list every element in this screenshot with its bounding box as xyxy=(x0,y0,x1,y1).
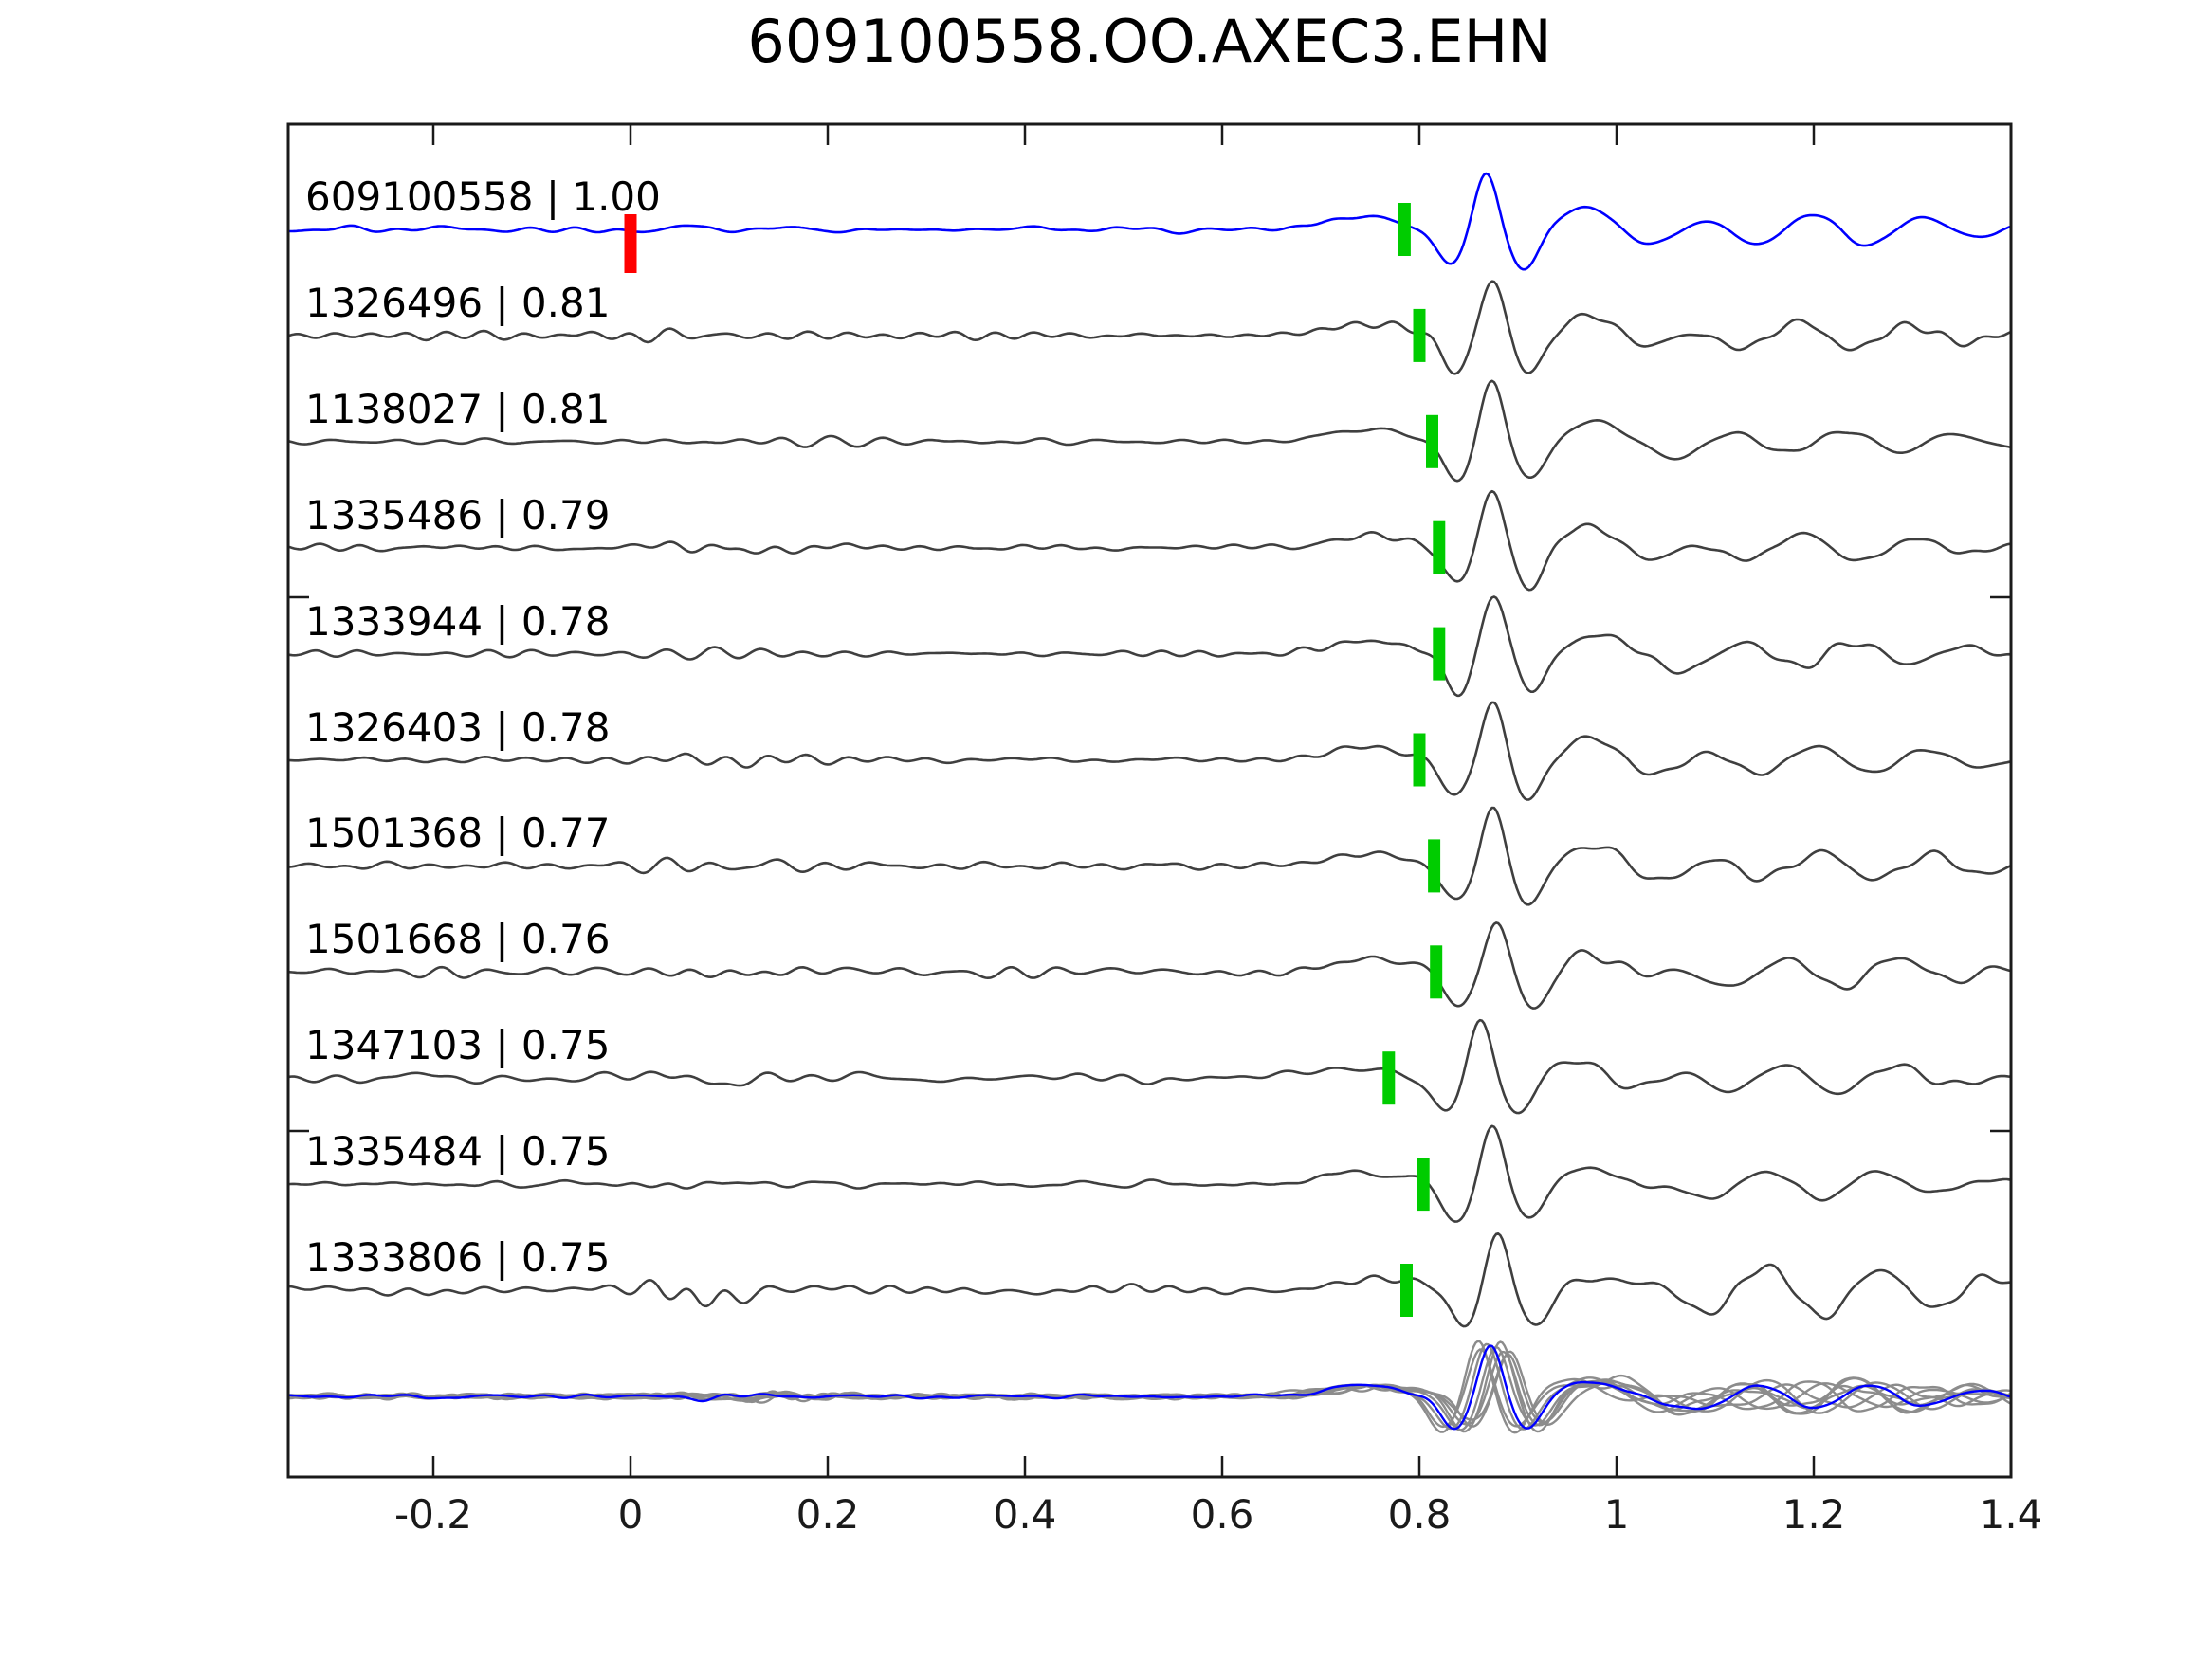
trace-waveform-1335486 xyxy=(288,489,2011,592)
trace-waveform-1326496 xyxy=(288,280,2011,375)
trace-waveform-1347103 xyxy=(288,1018,2011,1115)
x-tick-label: 0.2 xyxy=(795,1491,860,1538)
trace-waveform-609100558 xyxy=(288,172,2011,271)
trace-label-1333806: 1333806 | 0.75 xyxy=(305,1234,611,1281)
trace-waveform-1333806 xyxy=(288,1232,2011,1328)
x-tick-label: -0.2 xyxy=(394,1491,472,1538)
trace-label-1138027: 1138027 | 0.81 xyxy=(305,385,611,432)
pick-marker-1326403 xyxy=(1413,733,1426,787)
trace-waveform-1501368 xyxy=(288,806,2011,906)
pick-marker-1335486 xyxy=(1433,520,1446,574)
x-tick-label: 1.2 xyxy=(1782,1491,1846,1538)
trace-label-1501668: 1501668 | 0.76 xyxy=(305,916,611,963)
trace-label-1333944: 1333944 | 0.78 xyxy=(305,597,611,645)
plot-area xyxy=(288,172,2011,1434)
pick-marker-1347103 xyxy=(1382,1051,1396,1105)
trace-waveform-1333944 xyxy=(288,595,2011,698)
pick-marker-1326496 xyxy=(1413,308,1426,362)
trace-waveform-1326403 xyxy=(288,701,2011,801)
figure-title: 609100558.OO.AXEC3.EHN xyxy=(747,7,1552,76)
pick-marker-1335484 xyxy=(1417,1158,1430,1212)
x-tick-label: 1.4 xyxy=(1979,1491,2043,1538)
x-tick-label: 0.8 xyxy=(1387,1491,1452,1538)
pick-marker-1333806 xyxy=(1400,1264,1413,1317)
trace-label-1326403: 1326403 | 0.78 xyxy=(305,703,611,751)
trace-waveform-1138027 xyxy=(288,379,2011,483)
trace-label-1326496: 1326496 | 0.81 xyxy=(305,279,611,326)
trace-waveform-1501668 xyxy=(288,921,2011,1010)
pick-marker-609100558 xyxy=(1398,203,1411,256)
pick-marker-1333944 xyxy=(1433,627,1446,681)
x-tick-label: 0.6 xyxy=(1190,1491,1254,1538)
stack-overlay-waveform xyxy=(288,1344,2011,1431)
reference-origin-marker xyxy=(624,214,637,273)
plot-frame xyxy=(286,122,2013,1479)
pick-marker-1501368 xyxy=(1428,839,1441,893)
trace-waveform-1335484 xyxy=(288,1124,2011,1223)
x-tick-label: 1 xyxy=(1603,1491,1630,1538)
pick-marker-1138027 xyxy=(1426,414,1438,468)
trace-label-1347103: 1347103 | 0.75 xyxy=(305,1022,611,1069)
x-tick-label: 0 xyxy=(617,1491,644,1538)
trace-label-1501368: 1501368 | 0.77 xyxy=(305,810,611,857)
trace-label-1335484: 1335484 | 0.75 xyxy=(305,1128,611,1176)
trace-label-1335486: 1335486 | 0.79 xyxy=(305,491,611,538)
trace-label-609100558: 609100558 | 1.00 xyxy=(305,173,661,220)
pick-marker-1501668 xyxy=(1430,945,1443,999)
x-tick-label: 0.4 xyxy=(993,1491,1057,1538)
